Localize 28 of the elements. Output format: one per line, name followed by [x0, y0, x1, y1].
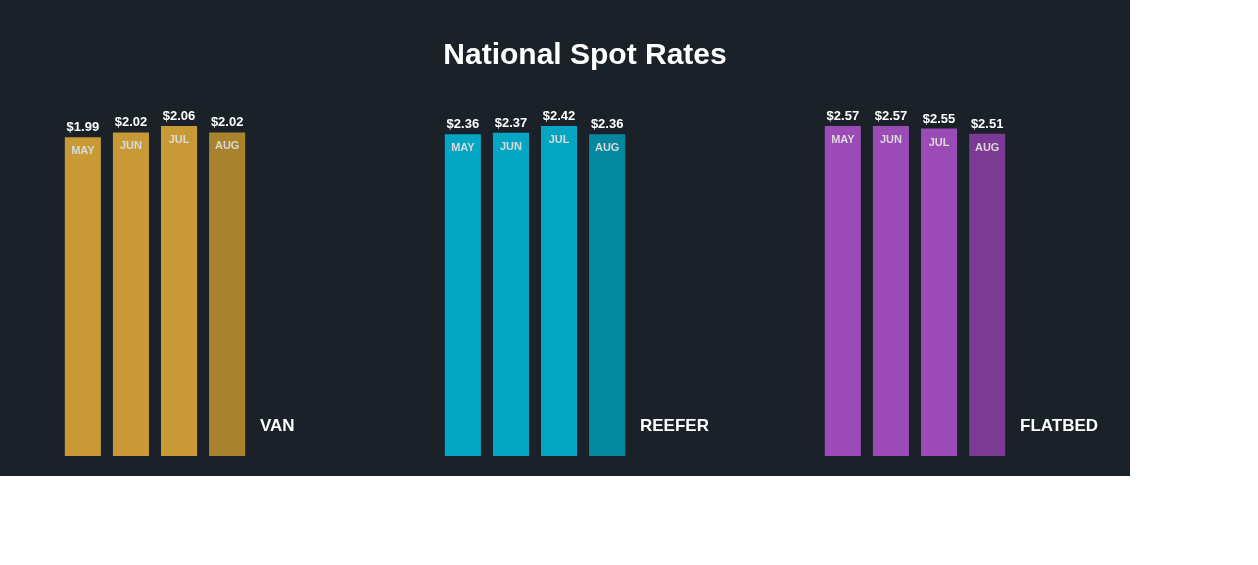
- x-tick-label: MAY: [451, 141, 476, 154]
- data-label: $2.02: [114, 114, 148, 130]
- data-label: $2.06: [162, 108, 196, 123]
- x-tick-label: JUL: [548, 133, 570, 145]
- data-label: $2.57: [874, 108, 908, 123]
- x-tick-label: JUN: [499, 139, 522, 152]
- data-label: $2.55: [922, 110, 956, 126]
- x-tick-label: AUG: [214, 139, 240, 152]
- data-label: $2.57: [826, 108, 860, 123]
- x-tick-label: JUN: [879, 133, 902, 145]
- x-axis-title: REEFER: [640, 416, 709, 435]
- x-tick-label: JUN: [119, 139, 142, 152]
- data-label: $2.42: [542, 108, 576, 123]
- data-label: $1.99: [66, 119, 100, 135]
- data-label: $2.36: [446, 116, 480, 132]
- data-label: $2.37: [494, 114, 528, 130]
- x-axis-title: VAN: [260, 416, 295, 435]
- data-label: $2.36: [590, 116, 624, 132]
- x-tick-label: MAY: [831, 133, 856, 145]
- x-tick-label: AUG: [974, 140, 1000, 153]
- x-tick-label: JUL: [928, 135, 950, 148]
- x-axis-title: FLATBED: [1020, 416, 1099, 435]
- chart-title: National Spot Rates: [443, 37, 727, 70]
- data-label: $2.02: [210, 114, 244, 130]
- x-tick-label: MAY: [71, 144, 96, 157]
- data-label: $2.51: [970, 115, 1004, 131]
- x-tick-label: AUG: [594, 141, 620, 154]
- x-tick-label: JUL: [168, 133, 190, 145]
